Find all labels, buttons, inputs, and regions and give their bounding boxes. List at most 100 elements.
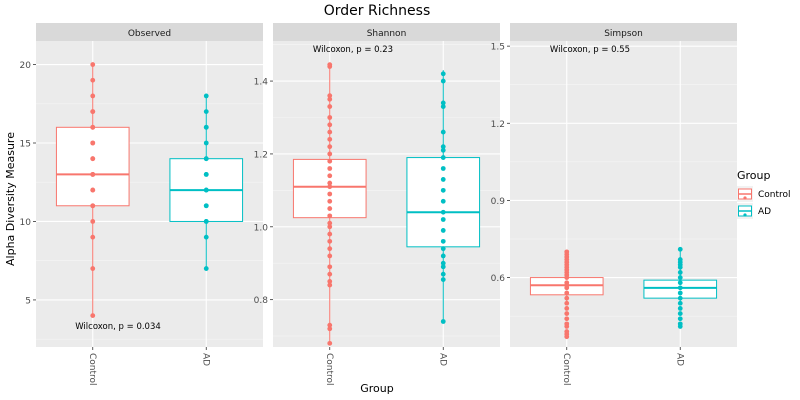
x-tick-label-control: Control <box>87 353 97 386</box>
data-point <box>677 246 683 252</box>
data-point <box>564 295 570 301</box>
data-point <box>203 93 209 99</box>
y-tick-label: 0.8 <box>254 296 269 306</box>
data-point <box>327 173 333 179</box>
data-point <box>677 275 683 280</box>
data-point <box>677 316 683 322</box>
box-control <box>292 62 367 346</box>
data-point <box>203 219 209 224</box>
data-point <box>440 217 446 222</box>
data-point <box>564 306 570 311</box>
data-point <box>440 177 446 182</box>
data-point <box>440 129 446 135</box>
data-point <box>327 224 333 230</box>
data-point <box>440 147 446 153</box>
legend-key-point <box>743 213 747 217</box>
data-point <box>327 96 333 102</box>
data-point <box>327 93 333 99</box>
data-point <box>677 300 683 306</box>
wilcoxon-annotation: Wilcoxon, p = 0.55 <box>550 45 630 55</box>
chart-title: Order Richness <box>324 3 431 19</box>
strip-observed <box>36 23 263 41</box>
data-point <box>203 156 209 162</box>
data-point <box>327 144 333 150</box>
legend-key-point <box>743 196 747 200</box>
data-point <box>440 104 446 109</box>
data-point <box>203 266 209 271</box>
y-tick-label: 10 <box>20 218 32 228</box>
data-point <box>677 270 683 275</box>
data-point <box>203 171 209 177</box>
data-point <box>327 279 333 284</box>
data-point <box>327 180 333 186</box>
box-iqr <box>55 126 130 207</box>
strip-simpson <box>510 23 737 41</box>
data-point <box>440 264 446 270</box>
data-point <box>90 77 96 83</box>
data-point <box>564 300 570 306</box>
data-point <box>327 184 333 190</box>
data-point <box>327 122 333 128</box>
data-point <box>327 151 333 157</box>
data-point <box>203 124 209 130</box>
data-point <box>90 156 96 162</box>
panel-shannon: Shannon 0.8 1.0 1.2 1.4 Wilcoxon, p = 0.23 Con… <box>254 23 500 386</box>
data-point <box>327 62 333 68</box>
data-point <box>203 187 209 193</box>
box-ad <box>169 93 244 271</box>
data-point <box>440 238 446 244</box>
data-point <box>677 257 683 262</box>
legend-label: Control <box>758 190 791 200</box>
data-point <box>564 249 570 255</box>
wilcoxon-annotation: Wilcoxon, p = 0.23 <box>313 45 393 55</box>
data-point <box>440 166 446 171</box>
data-point <box>564 316 570 322</box>
data-point <box>677 311 683 316</box>
data-point <box>677 285 683 291</box>
data-point <box>440 198 446 204</box>
x-tick-label-ad: AD <box>437 353 447 366</box>
data-point <box>203 203 209 209</box>
data-point <box>327 282 333 288</box>
box-control <box>529 249 604 340</box>
data-point <box>440 78 446 84</box>
y-tick-label: 0.9 <box>491 197 506 207</box>
y-tick-label: 1.2 <box>491 120 505 130</box>
data-point <box>90 219 96 224</box>
panel-simpson: Simpson 0.6 0.9 1.2 1.5 Wilcoxon, p = 0.55 Con… <box>491 23 737 386</box>
data-point <box>327 231 333 237</box>
data-point <box>440 260 446 266</box>
data-point <box>90 203 96 209</box>
data-point <box>327 246 333 252</box>
y-tick-label: 15 <box>20 140 31 150</box>
strip-shannon <box>273 23 500 41</box>
data-point <box>327 271 333 277</box>
y-axis-title: Alpha Diversity Measure <box>4 132 17 266</box>
x-tick-label-control: Control <box>561 353 571 386</box>
data-point <box>327 253 333 259</box>
box-control <box>55 62 130 319</box>
data-point <box>440 71 446 77</box>
data-point <box>440 246 446 252</box>
data-point <box>440 187 446 193</box>
data-point <box>440 253 446 259</box>
data-point <box>327 104 333 109</box>
x-axis-title: Group <box>360 382 394 395</box>
data-point <box>90 93 96 99</box>
y-tick-label: 20 <box>20 61 32 71</box>
data-point <box>564 290 570 296</box>
data-point <box>203 109 209 115</box>
data-point <box>90 187 96 193</box>
data-point <box>90 62 96 67</box>
data-point <box>327 238 333 244</box>
data-point <box>440 319 446 324</box>
y-tick-label: 0.6 <box>491 274 506 284</box>
data-point <box>677 321 683 327</box>
legend: Group Control AD <box>737 169 791 219</box>
data-point <box>440 277 446 283</box>
data-point <box>440 155 446 160</box>
facet-panels: Observed 5 10 15 20 Wilcoxon, p = 0.034 Contro… <box>20 23 737 386</box>
y-tick-label: 1.4 <box>254 78 269 88</box>
legend-title: Group <box>737 169 771 182</box>
